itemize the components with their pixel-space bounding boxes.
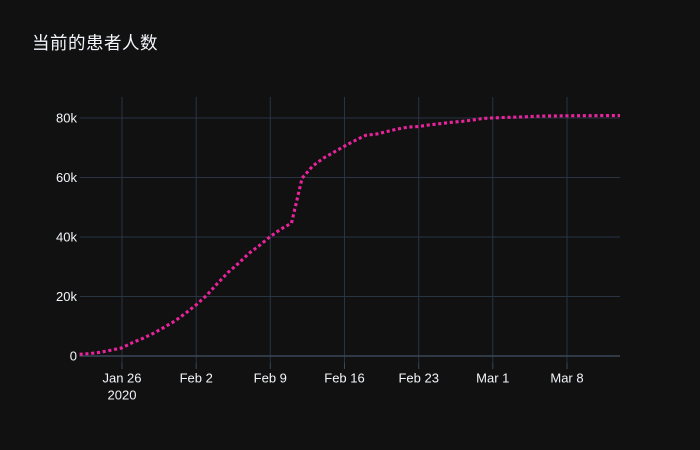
plot-area[interactable] bbox=[80, 97, 620, 363]
x-axis-label: Feb 2 bbox=[180, 371, 213, 386]
y-axis-label: 60k bbox=[56, 170, 77, 185]
y-axis-label: 0 bbox=[70, 349, 77, 364]
x-axis-label: Feb 16 bbox=[324, 371, 364, 386]
chart-title: 当前的患者人数 bbox=[32, 33, 158, 53]
x-axis-label: Mar 1 bbox=[476, 371, 509, 386]
y-axis-label: 40k bbox=[56, 230, 77, 245]
x-axis-year-label: 2020 bbox=[108, 388, 137, 403]
x-axis-label: Feb 9 bbox=[254, 371, 287, 386]
series-line-patients[interactable] bbox=[79, 113, 621, 356]
y-axis-label: 20k bbox=[56, 289, 77, 304]
x-axis-label: Feb 23 bbox=[398, 371, 438, 386]
x-axis-label: Mar 8 bbox=[550, 371, 583, 386]
x-axis-label: Jan 26 bbox=[102, 371, 141, 386]
y-axis-label: 80k bbox=[56, 111, 77, 126]
